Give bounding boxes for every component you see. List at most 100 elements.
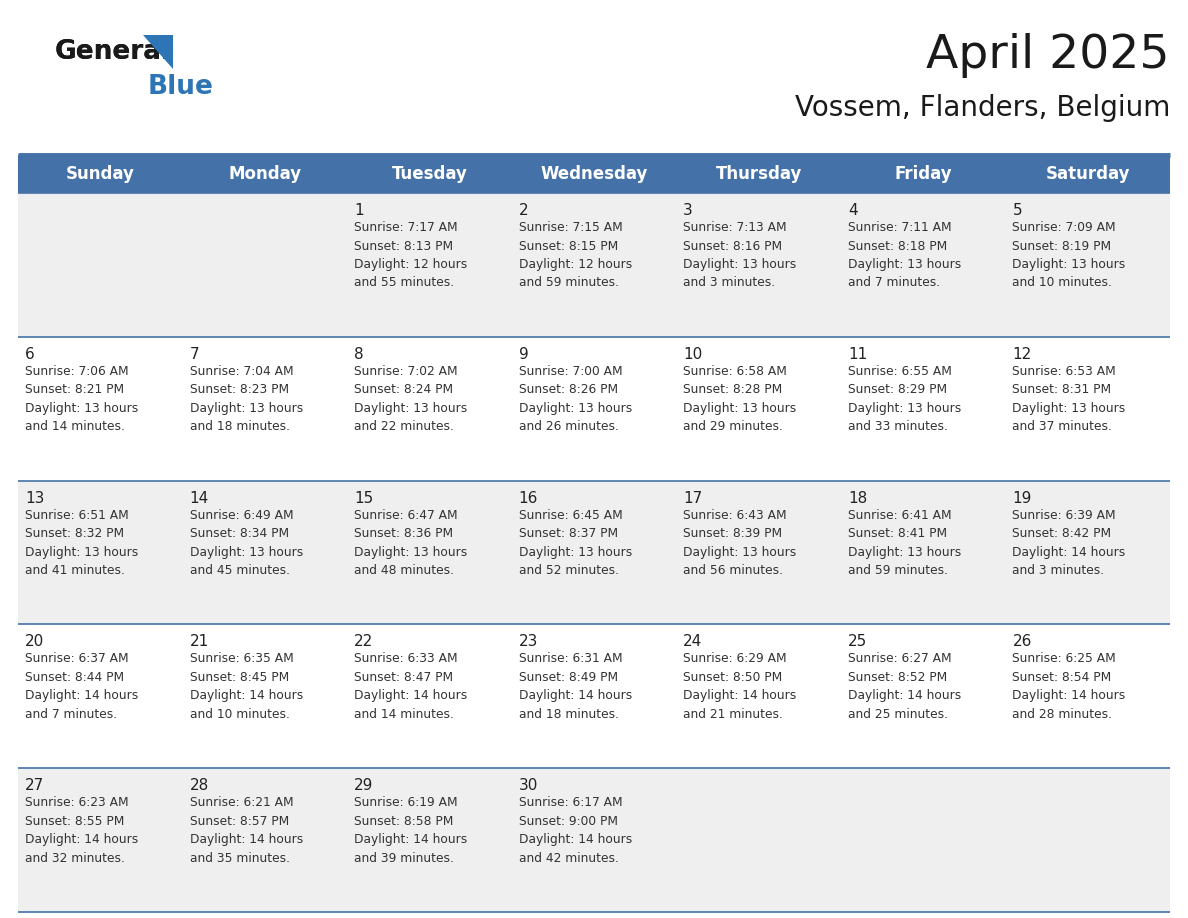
Bar [18, 768, 183, 912]
Text: 13: 13 [25, 490, 44, 506]
Bar [841, 155, 1005, 193]
Text: Sunrise: 7:15 AM
Sunset: 8:15 PM
Daylight: 12 hours
and 59 minutes.: Sunrise: 7:15 AM Sunset: 8:15 PM Dayligh… [519, 221, 632, 289]
Bar [183, 624, 347, 768]
Text: 18: 18 [848, 490, 867, 506]
Text: Sunrise: 6:39 AM
Sunset: 8:42 PM
Daylight: 14 hours
and 3 minutes.: Sunrise: 6:39 AM Sunset: 8:42 PM Dayligh… [1012, 509, 1126, 577]
Text: Sunday: Sunday [65, 165, 134, 183]
Text: 25: 25 [848, 634, 867, 649]
Polygon shape [143, 35, 173, 69]
Bar [347, 768, 512, 912]
Text: 9: 9 [519, 347, 529, 362]
Text: 2: 2 [519, 203, 529, 218]
Bar [18, 337, 183, 481]
Bar [1005, 193, 1170, 337]
Bar [512, 768, 676, 912]
Bar [512, 481, 676, 624]
Text: Sunrise: 6:35 AM
Sunset: 8:45 PM
Daylight: 14 hours
and 10 minutes.: Sunrise: 6:35 AM Sunset: 8:45 PM Dayligh… [190, 653, 303, 721]
Bar [1005, 768, 1170, 912]
Bar [676, 193, 841, 337]
Bar [18, 193, 183, 337]
Text: 8: 8 [354, 347, 364, 362]
Text: 12: 12 [1012, 347, 1031, 362]
Text: 7: 7 [190, 347, 200, 362]
Text: Friday: Friday [895, 165, 952, 183]
Text: General: General [55, 39, 171, 65]
Bar [183, 481, 347, 624]
Text: Sunrise: 7:17 AM
Sunset: 8:13 PM
Daylight: 12 hours
and 55 minutes.: Sunrise: 7:17 AM Sunset: 8:13 PM Dayligh… [354, 221, 467, 289]
Bar [183, 193, 347, 337]
Text: Sunrise: 6:41 AM
Sunset: 8:41 PM
Daylight: 13 hours
and 59 minutes.: Sunrise: 6:41 AM Sunset: 8:41 PM Dayligh… [848, 509, 961, 577]
Bar [512, 155, 676, 193]
Bar [1005, 337, 1170, 481]
Text: Sunrise: 6:58 AM
Sunset: 8:28 PM
Daylight: 13 hours
and 29 minutes.: Sunrise: 6:58 AM Sunset: 8:28 PM Dayligh… [683, 364, 796, 433]
Text: Sunrise: 6:23 AM
Sunset: 8:55 PM
Daylight: 14 hours
and 32 minutes.: Sunrise: 6:23 AM Sunset: 8:55 PM Dayligh… [25, 796, 138, 865]
Text: Blue: Blue [148, 74, 214, 100]
Bar [183, 768, 347, 912]
Text: 26: 26 [1012, 634, 1032, 649]
Bar [18, 155, 183, 193]
Text: 6: 6 [25, 347, 34, 362]
Text: Sunrise: 6:21 AM
Sunset: 8:57 PM
Daylight: 14 hours
and 35 minutes.: Sunrise: 6:21 AM Sunset: 8:57 PM Dayligh… [190, 796, 303, 865]
Text: 23: 23 [519, 634, 538, 649]
Text: Tuesday: Tuesday [392, 165, 467, 183]
Text: Saturday: Saturday [1045, 165, 1130, 183]
Bar [676, 337, 841, 481]
Bar [1005, 624, 1170, 768]
Text: Wednesday: Wednesday [541, 165, 647, 183]
Text: Sunrise: 7:02 AM
Sunset: 8:24 PM
Daylight: 13 hours
and 22 minutes.: Sunrise: 7:02 AM Sunset: 8:24 PM Dayligh… [354, 364, 467, 433]
Text: Sunrise: 7:00 AM
Sunset: 8:26 PM
Daylight: 13 hours
and 26 minutes.: Sunrise: 7:00 AM Sunset: 8:26 PM Dayligh… [519, 364, 632, 433]
Text: 10: 10 [683, 347, 702, 362]
Text: 28: 28 [190, 778, 209, 793]
Text: 1: 1 [354, 203, 364, 218]
Text: Sunrise: 6:17 AM
Sunset: 9:00 PM
Daylight: 14 hours
and 42 minutes.: Sunrise: 6:17 AM Sunset: 9:00 PM Dayligh… [519, 796, 632, 865]
Bar [347, 193, 512, 337]
Bar [347, 337, 512, 481]
Bar [347, 624, 512, 768]
Text: 4: 4 [848, 203, 858, 218]
Text: April 2025: April 2025 [927, 32, 1170, 77]
Bar [183, 337, 347, 481]
Bar [676, 768, 841, 912]
Bar [841, 624, 1005, 768]
Bar [512, 337, 676, 481]
Text: Monday: Monday [228, 165, 302, 183]
Text: Sunrise: 6:27 AM
Sunset: 8:52 PM
Daylight: 14 hours
and 25 minutes.: Sunrise: 6:27 AM Sunset: 8:52 PM Dayligh… [848, 653, 961, 721]
Bar [512, 193, 676, 337]
Text: Sunrise: 6:19 AM
Sunset: 8:58 PM
Daylight: 14 hours
and 39 minutes.: Sunrise: 6:19 AM Sunset: 8:58 PM Dayligh… [354, 796, 467, 865]
Text: Sunrise: 7:13 AM
Sunset: 8:16 PM
Daylight: 13 hours
and 3 minutes.: Sunrise: 7:13 AM Sunset: 8:16 PM Dayligh… [683, 221, 796, 289]
Text: Sunrise: 6:45 AM
Sunset: 8:37 PM
Daylight: 13 hours
and 52 minutes.: Sunrise: 6:45 AM Sunset: 8:37 PM Dayligh… [519, 509, 632, 577]
Text: 16: 16 [519, 490, 538, 506]
Bar [18, 481, 183, 624]
Text: Sunrise: 6:55 AM
Sunset: 8:29 PM
Daylight: 13 hours
and 33 minutes.: Sunrise: 6:55 AM Sunset: 8:29 PM Dayligh… [848, 364, 961, 433]
Text: Sunrise: 6:53 AM
Sunset: 8:31 PM
Daylight: 13 hours
and 37 minutes.: Sunrise: 6:53 AM Sunset: 8:31 PM Dayligh… [1012, 364, 1126, 433]
Text: General: General [55, 39, 171, 65]
Text: 22: 22 [354, 634, 373, 649]
Text: Vossem, Flanders, Belgium: Vossem, Flanders, Belgium [795, 94, 1170, 122]
Text: Sunrise: 6:33 AM
Sunset: 8:47 PM
Daylight: 14 hours
and 14 minutes.: Sunrise: 6:33 AM Sunset: 8:47 PM Dayligh… [354, 653, 467, 721]
Bar [676, 481, 841, 624]
Text: 19: 19 [1012, 490, 1032, 506]
Text: Sunrise: 7:09 AM
Sunset: 8:19 PM
Daylight: 13 hours
and 10 minutes.: Sunrise: 7:09 AM Sunset: 8:19 PM Dayligh… [1012, 221, 1126, 289]
Text: 14: 14 [190, 490, 209, 506]
Text: Sunrise: 6:25 AM
Sunset: 8:54 PM
Daylight: 14 hours
and 28 minutes.: Sunrise: 6:25 AM Sunset: 8:54 PM Dayligh… [1012, 653, 1126, 721]
Bar [841, 768, 1005, 912]
Text: 5: 5 [1012, 203, 1022, 218]
Bar [676, 155, 841, 193]
Text: 21: 21 [190, 634, 209, 649]
Text: Sunrise: 6:31 AM
Sunset: 8:49 PM
Daylight: 14 hours
and 18 minutes.: Sunrise: 6:31 AM Sunset: 8:49 PM Dayligh… [519, 653, 632, 721]
Bar [347, 155, 512, 193]
Bar [1005, 155, 1170, 193]
Bar [841, 193, 1005, 337]
Text: Sunrise: 7:04 AM
Sunset: 8:23 PM
Daylight: 13 hours
and 18 minutes.: Sunrise: 7:04 AM Sunset: 8:23 PM Dayligh… [190, 364, 303, 433]
Text: Sunrise: 6:47 AM
Sunset: 8:36 PM
Daylight: 13 hours
and 48 minutes.: Sunrise: 6:47 AM Sunset: 8:36 PM Dayligh… [354, 509, 467, 577]
Text: 24: 24 [683, 634, 702, 649]
Text: Sunrise: 6:29 AM
Sunset: 8:50 PM
Daylight: 14 hours
and 21 minutes.: Sunrise: 6:29 AM Sunset: 8:50 PM Dayligh… [683, 653, 796, 721]
Text: Sunrise: 6:37 AM
Sunset: 8:44 PM
Daylight: 14 hours
and 7 minutes.: Sunrise: 6:37 AM Sunset: 8:44 PM Dayligh… [25, 653, 138, 721]
Bar [1005, 481, 1170, 624]
Bar [347, 481, 512, 624]
Text: 27: 27 [25, 778, 44, 793]
Bar [18, 624, 183, 768]
Text: 11: 11 [848, 347, 867, 362]
Bar [183, 155, 347, 193]
Text: Thursday: Thursday [715, 165, 802, 183]
